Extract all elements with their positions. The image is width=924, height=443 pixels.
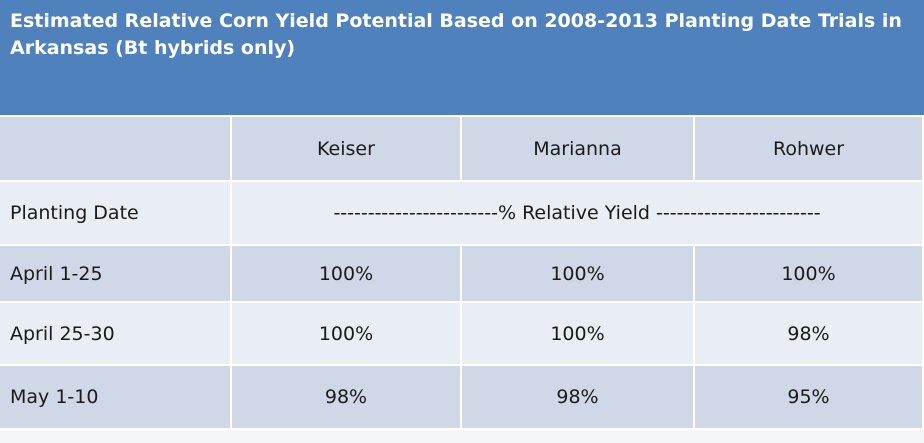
table-cell: 98% [232,366,462,430]
table-cell: 100% [232,303,462,366]
row-label: April 25-30 [0,303,232,366]
table-cell: 98% [462,366,695,430]
table-cell: 100% [232,246,462,303]
table-title: Estimated Relative Corn Yield Potential … [0,0,924,117]
table-cell: 100% [695,246,924,303]
table-cell: 100% [462,246,695,303]
merged-cell: ------------------------% Relative Yield… [232,182,924,246]
column-header: Marianna [462,117,695,182]
row-label: April 1-25 [0,246,232,303]
row-label: May 1-10 [0,366,232,430]
column-header: Keiser [232,117,462,182]
table-cell: 95% [695,366,924,430]
row-label: Planting Date [0,182,232,246]
table-cell: 100% [462,303,695,366]
column-header: Rohwer [695,117,924,182]
header-cell [0,117,232,182]
table-cell: 98% [695,303,924,366]
